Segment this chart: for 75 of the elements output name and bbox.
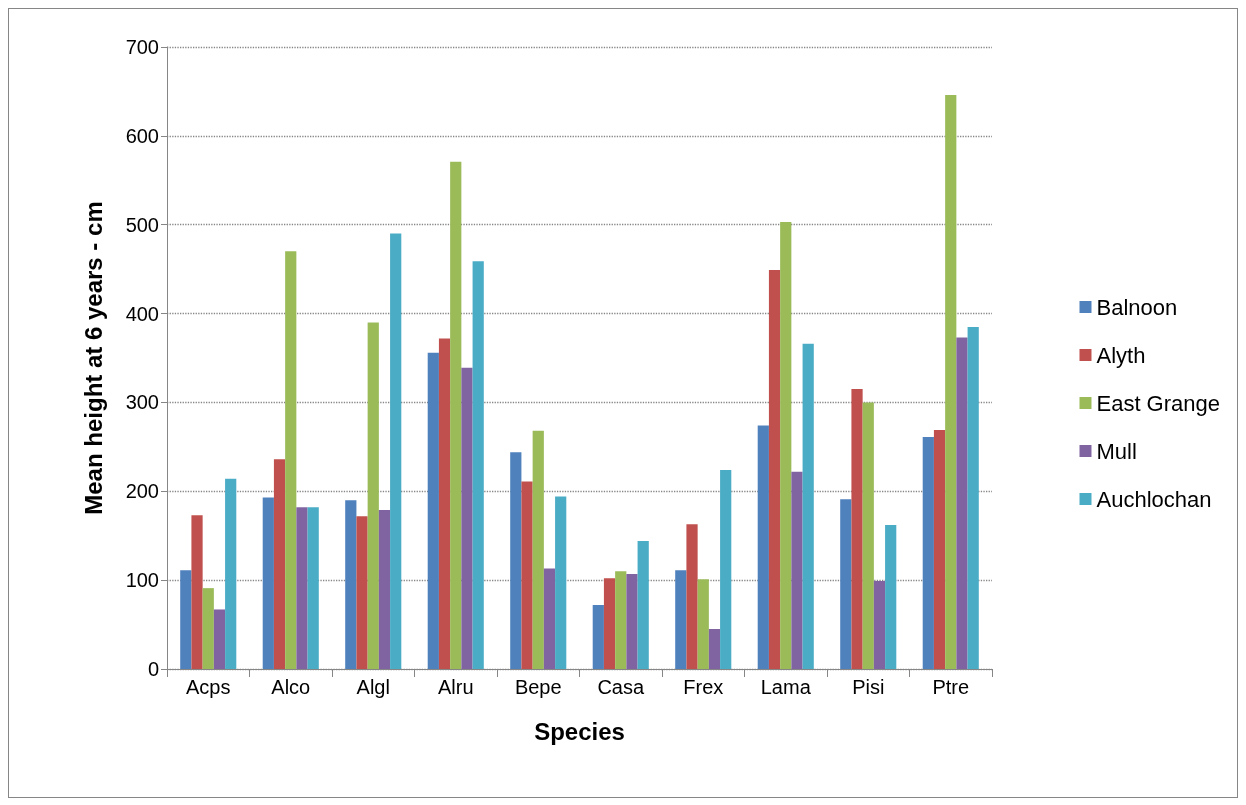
bar <box>345 500 357 669</box>
bar <box>356 516 368 669</box>
bar <box>802 343 814 669</box>
bar <box>873 581 886 669</box>
bar <box>225 478 237 669</box>
bar <box>768 270 781 669</box>
y-tick-label: 300 <box>125 391 159 414</box>
legend-label: Auchlochan <box>1096 486 1212 512</box>
bar <box>757 425 769 669</box>
bar <box>592 605 604 669</box>
x-tick-label: Alco <box>271 676 311 698</box>
bar <box>862 402 874 669</box>
bar <box>780 222 792 669</box>
bar <box>450 161 462 669</box>
bar <box>438 338 451 669</box>
y-tick-label: 700 <box>125 36 159 58</box>
bar <box>543 568 556 669</box>
y-axis-title: Mean height at 6 years - cm <box>79 201 107 515</box>
bar <box>933 429 946 669</box>
y-tick-label: 100 <box>125 569 159 592</box>
y-tick-label: 600 <box>125 124 159 147</box>
x-tick-label: Pisi <box>852 676 885 698</box>
bar <box>262 497 274 669</box>
bar <box>510 452 522 669</box>
bar <box>202 588 214 669</box>
bar <box>637 541 649 669</box>
bar <box>378 509 391 669</box>
bar <box>213 609 226 669</box>
bar <box>532 430 544 669</box>
bar <box>967 326 979 669</box>
x-tick-label: Lama <box>760 676 812 698</box>
y-tick-label: 0 <box>147 658 159 680</box>
bar <box>461 367 473 669</box>
x-tick-label: Bepe <box>514 676 562 698</box>
legend-label: Balnoon <box>1096 294 1178 320</box>
bar <box>285 251 297 669</box>
bar <box>615 571 627 669</box>
bar <box>367 322 379 669</box>
bar <box>191 515 203 669</box>
bar <box>885 525 897 669</box>
x-tick-label: Alru <box>437 676 474 698</box>
x-axis-title: Species <box>534 717 625 745</box>
bar <box>626 573 638 669</box>
y-tick-label: 200 <box>125 480 159 503</box>
bar <box>390 233 402 669</box>
bar <box>945 94 957 669</box>
bar <box>472 261 484 669</box>
bar <box>708 629 721 669</box>
x-tick-label: Ptre <box>932 676 970 698</box>
bar <box>675 570 687 669</box>
bar <box>427 352 439 669</box>
bar <box>791 471 803 669</box>
x-tick-label: Algl <box>356 676 390 698</box>
bar <box>555 496 567 669</box>
bar <box>296 507 308 669</box>
bar <box>603 578 616 669</box>
legend-label: Alyth <box>1096 342 1146 368</box>
x-tick-label: Frex <box>683 676 724 698</box>
bar <box>851 389 863 669</box>
bar <box>180 570 192 669</box>
x-tick-label: Acps <box>186 676 231 698</box>
y-tick-label: 500 <box>125 213 159 236</box>
bar <box>840 499 852 669</box>
bar <box>273 459 286 669</box>
legend-label: East Grange <box>1096 390 1220 416</box>
bar <box>922 437 934 669</box>
bar <box>697 579 709 669</box>
y-tick-label: 400 <box>125 302 159 325</box>
bar <box>956 337 968 669</box>
x-tick-label: Casa <box>597 676 645 698</box>
bar <box>720 469 732 669</box>
bar <box>521 481 533 669</box>
bar <box>686 524 698 669</box>
legend-label: Mull <box>1096 438 1137 464</box>
bar <box>307 507 319 669</box>
